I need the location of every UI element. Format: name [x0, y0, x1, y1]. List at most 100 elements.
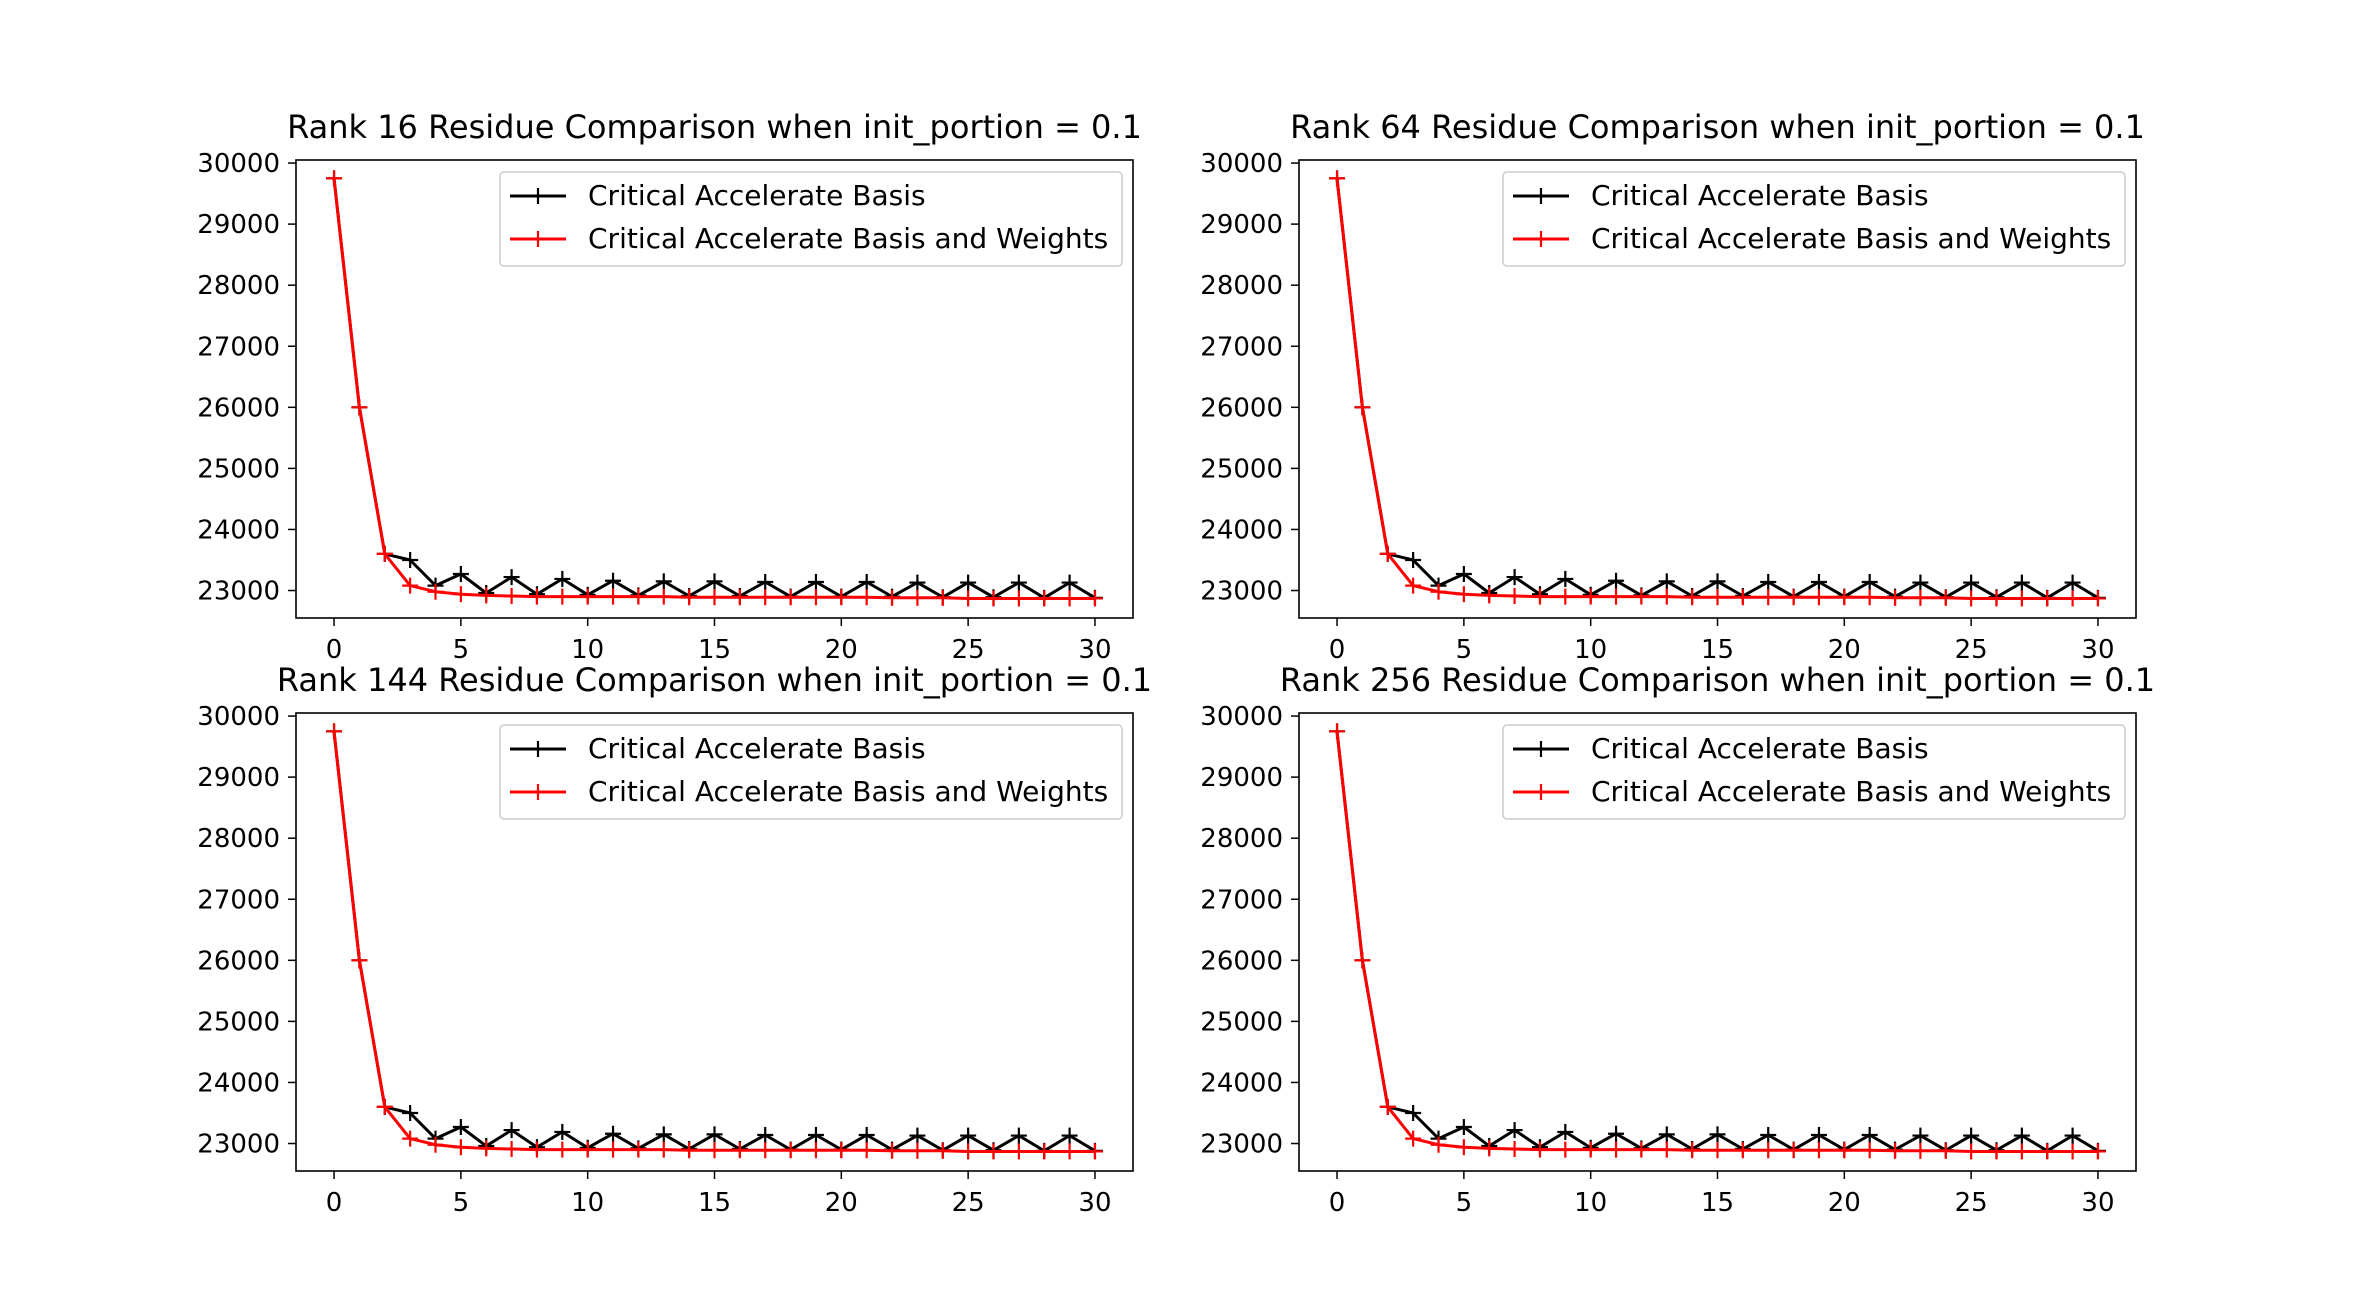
data-point	[1810, 589, 1827, 606]
data-point	[1709, 573, 1726, 590]
data-point	[681, 589, 698, 606]
data-point	[1329, 170, 1346, 187]
y-tick-label: 29000	[1200, 763, 1283, 793]
legend-marker	[530, 188, 546, 204]
data-point	[1506, 569, 1523, 586]
data-point	[1531, 1141, 1548, 1158]
legend-marker	[530, 741, 546, 757]
x-tick-label: 0	[326, 635, 343, 665]
x-tick-label: 20	[1828, 635, 1861, 665]
data-point	[1557, 1141, 1574, 1158]
data-point	[807, 1142, 824, 1159]
y-axis-ticks: 23000 24000 25000 26000 27000 28000 29000 30000	[1200, 149, 1299, 607]
x-tick-label: 30	[1078, 1188, 1111, 1218]
data-point	[2089, 590, 2106, 607]
x-axis-ticks: 0 5 10 15 20 25 30	[1329, 1171, 2115, 1218]
legend-item: Critical Accelerate Basis	[510, 732, 926, 765]
legend-label: Critical Accelerate Basis and Weights	[588, 775, 1108, 808]
axes-frame	[295, 159, 1134, 619]
x-tick-label: 5	[1456, 1188, 1473, 1218]
y-tick-label: 30000	[197, 702, 280, 732]
y-tick-label: 27000	[197, 332, 280, 362]
plot-area	[1329, 723, 2106, 1160]
data-point	[655, 1141, 672, 1158]
data-point	[655, 588, 672, 605]
data-point	[782, 589, 799, 606]
data-point	[478, 587, 495, 604]
data-point	[1608, 572, 1625, 589]
data-point	[1963, 590, 1980, 607]
data-point	[1086, 1143, 1103, 1160]
y-tick-label: 29000	[1200, 210, 1283, 240]
data-point	[2039, 1143, 2056, 1160]
data-point	[1010, 574, 1027, 591]
data-point	[858, 1142, 875, 1159]
data-point	[402, 551, 419, 568]
data-point	[326, 723, 343, 740]
data-point	[655, 1126, 672, 1143]
y-tick-label: 26000	[197, 393, 280, 423]
data-point	[934, 589, 951, 606]
y-tick-label: 29000	[197, 763, 280, 793]
y-tick-label: 24000	[1200, 515, 1283, 545]
legend-label: Critical Accelerate Basis	[588, 179, 926, 212]
y-tick-label: 27000	[1200, 332, 1283, 362]
data-point	[1810, 1126, 1827, 1143]
data-point	[1506, 1141, 1523, 1158]
data-point	[1557, 588, 1574, 605]
data-point	[1785, 1142, 1802, 1159]
plot-area	[1329, 170, 2106, 607]
data-point	[884, 1142, 901, 1159]
data-point	[757, 573, 774, 590]
data-point	[1734, 589, 1751, 606]
series-basis-and-weights	[326, 723, 1103, 1160]
data-point	[934, 1142, 951, 1159]
data-point	[731, 1142, 748, 1159]
data-point	[1633, 1141, 1650, 1158]
data-point	[1988, 1143, 2005, 1160]
plot-area	[326, 723, 1103, 1160]
y-tick-label: 25000	[1200, 454, 1283, 484]
data-point	[503, 588, 520, 605]
data-point	[757, 1126, 774, 1143]
chart-title: Rank 144 Residue Comparison when init_po…	[277, 661, 1152, 699]
x-tick-label: 0	[1329, 1188, 1346, 1218]
data-point	[376, 545, 393, 562]
data-point	[2064, 1127, 2081, 1144]
data-point	[909, 589, 926, 606]
y-tick-label: 25000	[197, 454, 280, 484]
data-point	[1861, 1126, 1878, 1143]
data-point	[554, 1123, 571, 1140]
data-point	[1354, 399, 1371, 416]
y-axis-ticks: 23000 24000 25000 26000 27000 28000 29000 30000	[197, 702, 296, 1160]
x-tick-label: 30	[2081, 1188, 2114, 1218]
y-tick-label: 24000	[1200, 1068, 1283, 1098]
data-point	[376, 1098, 393, 1115]
data-point	[1061, 1143, 1078, 1160]
data-point	[605, 588, 622, 605]
data-point	[528, 1141, 545, 1158]
data-point	[1963, 1143, 1980, 1160]
series-basis-and-weights	[1329, 723, 2106, 1160]
data-point	[1760, 589, 1777, 606]
axes-frame	[1298, 159, 2137, 619]
data-point	[782, 1142, 799, 1159]
data-point	[757, 1142, 774, 1159]
data-point	[503, 1141, 520, 1158]
data-point	[579, 1141, 596, 1158]
data-point	[1608, 1125, 1625, 1142]
legend-label: Critical Accelerate Basis and Weights	[1591, 775, 2111, 808]
x-tick-label: 15	[698, 1188, 731, 1218]
data-point	[1658, 573, 1675, 590]
data-point	[909, 1142, 926, 1159]
legend-item: Critical Accelerate Basis and Weights	[510, 222, 1108, 255]
data-point	[858, 573, 875, 590]
data-point	[1912, 589, 1929, 606]
x-tick-label: 10	[571, 635, 604, 665]
data-point	[1506, 588, 1523, 605]
data-point	[2039, 590, 2056, 607]
y-tick-label: 28000	[1200, 271, 1283, 301]
data-point	[1734, 1142, 1751, 1159]
y-tick-label: 26000	[197, 946, 280, 976]
data-point	[1405, 551, 1422, 568]
